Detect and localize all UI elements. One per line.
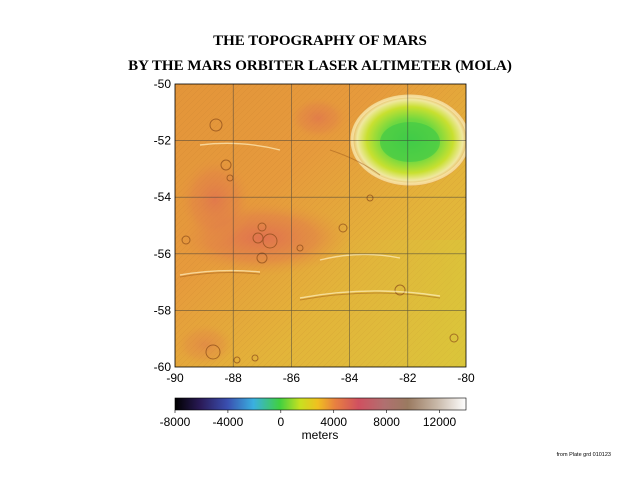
y-tick-label: -54	[154, 190, 172, 204]
y-tick-label: -52	[154, 134, 172, 148]
colorbar-tick-label: 8000	[373, 415, 400, 429]
colorbar-tick-label: 0	[277, 415, 284, 429]
colorbar-unit-label: meters	[302, 428, 339, 442]
craters	[181, 118, 459, 364]
colorbar-tick-label: -4000	[213, 415, 244, 429]
y-tick-label: -50	[154, 77, 172, 91]
longitude-tick-labels: -90 -88 -86 -84 -82 -80	[166, 371, 475, 385]
colorbar	[174, 397, 467, 411]
colorbar-tick-label: 12000	[423, 415, 457, 429]
y-tick-label: -56	[154, 247, 172, 261]
x-tick-label: -80	[457, 371, 475, 385]
map-title-line2: BY THE MARS ORBITER LASER ALTIMETER (MOL…	[128, 58, 512, 74]
ridges	[179, 142, 441, 299]
colorbar-tick-label: -8000	[160, 415, 191, 429]
colorbar-tick-labels: -8000 -4000 0 4000 8000 12000	[160, 410, 457, 429]
topography-map	[175, 84, 466, 367]
y-tick-label: -60	[154, 360, 172, 374]
y-tick-label: -58	[154, 303, 172, 317]
graticule	[175, 84, 466, 367]
x-tick-label: -82	[399, 371, 417, 385]
latitude-tick-labels: -50 -52 -54 -56 -58 -60	[154, 77, 172, 374]
x-tick-label: -88	[225, 371, 243, 385]
colorbar-tick-label: 4000	[320, 415, 347, 429]
map-frame	[174, 83, 467, 368]
x-tick-label: -90	[166, 371, 184, 385]
map-title-line1: THE TOPOGRAPHY OF MARS	[213, 33, 427, 49]
x-tick-label: -84	[341, 371, 359, 385]
credit-note: from Plate grd 010123	[556, 452, 611, 458]
x-tick-label: -86	[283, 371, 301, 385]
